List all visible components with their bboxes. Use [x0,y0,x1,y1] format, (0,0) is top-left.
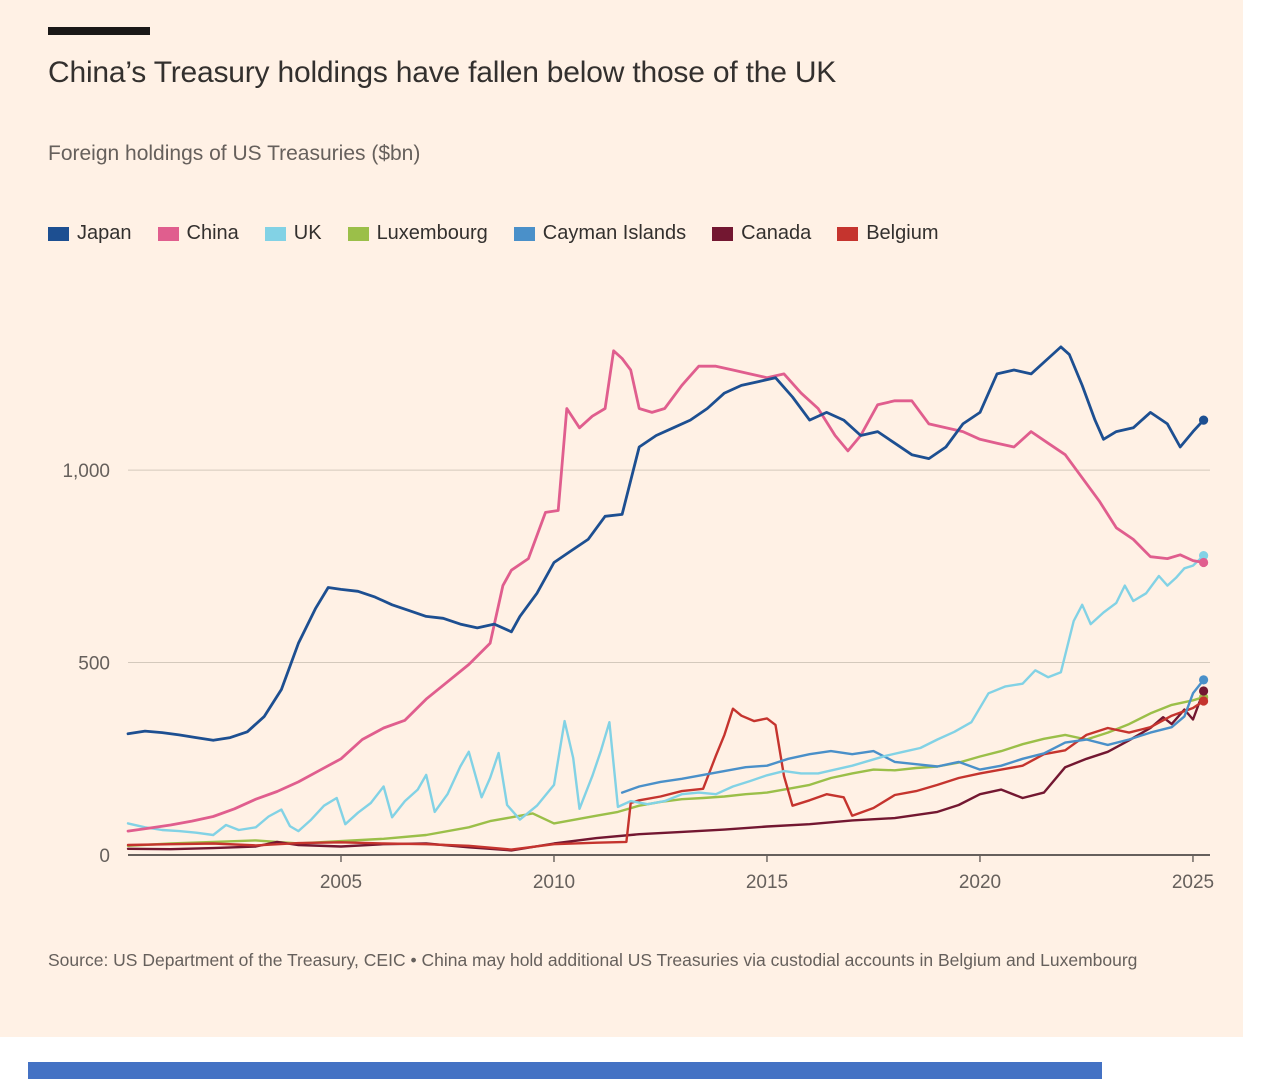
legend-label-canada: Canada [741,222,812,244]
series-line-belgium [126,699,1205,851]
legend-item-japan: Japan [48,222,132,245]
legend-swatch-belgium [837,226,859,241]
series-end-dot-belgium [1199,696,1209,706]
legend-label-belgium: Belgium [866,222,939,244]
legend-item-china: China [157,222,239,245]
y-tick-label: 0 [99,846,110,867]
x-tick-label: 2010 [533,872,575,893]
chart-card: China’s Treasury holdings have fallen be… [0,0,1243,1037]
chart-title: China’s Treasury holdings have fallen be… [48,56,837,89]
x-tick-label: 2025 [1172,872,1214,893]
legend-swatch-japan [48,226,69,241]
y-tick-label: 500 [78,654,110,675]
legend-label-uk: UK [293,222,322,244]
partial-blue-bar [28,1062,1102,1079]
legend-swatch-canada [712,226,734,241]
legend-item-luxembourg: Luxembourg [347,222,488,245]
x-tick-label: 2005 [320,872,362,893]
legend-item-uk: UK [264,222,322,245]
series-line-japan [126,345,1205,742]
legend-label-china: China [186,222,239,244]
legend-label-japan: Japan [77,222,132,244]
x-tick-label: 2020 [959,872,1001,893]
y-tick-label: 1,000 [62,461,110,482]
series-end-dot-china [1199,557,1209,568]
series-end-dot-japan [1199,415,1209,425]
legend-swatch-cayman-islands [513,226,535,241]
x-tick-label: 2015 [746,872,788,893]
series-end-dot-uk [1199,551,1209,561]
ft-chart-top-rule [48,27,150,35]
legend-swatch-china [157,226,179,241]
legend-item-belgium: Belgium [837,222,938,245]
legend-item-canada: Canada [712,222,811,245]
line-chart: 0 500 1,000 2005 2010 2015 2020 2025 [62,345,1214,893]
series-end-dot-cayman-islands [1199,675,1209,685]
series-line-china [126,349,1205,833]
series-line-luxembourg [126,696,1205,847]
legend: Japan China UK Luxembourg Cayman Islands Cana… [48,222,938,245]
chart-subtitle: Foreign holdings of US Treasuries ($bn) [48,142,421,165]
legend-item-cayman-islands: Cayman Islands [513,222,687,245]
source-note: Source: US Department of the Treasury, C… [48,950,1138,970]
series-line-cayman-islands [620,678,1205,794]
legend-swatch-uk [264,226,286,241]
series-line-uk [126,554,1205,837]
series-end-dot-canada [1199,686,1209,696]
legend-label-luxembourg: Luxembourg [376,222,488,244]
legend-label-cayman-islands: Cayman Islands [542,222,687,244]
legend-swatch-luxembourg [347,226,369,241]
